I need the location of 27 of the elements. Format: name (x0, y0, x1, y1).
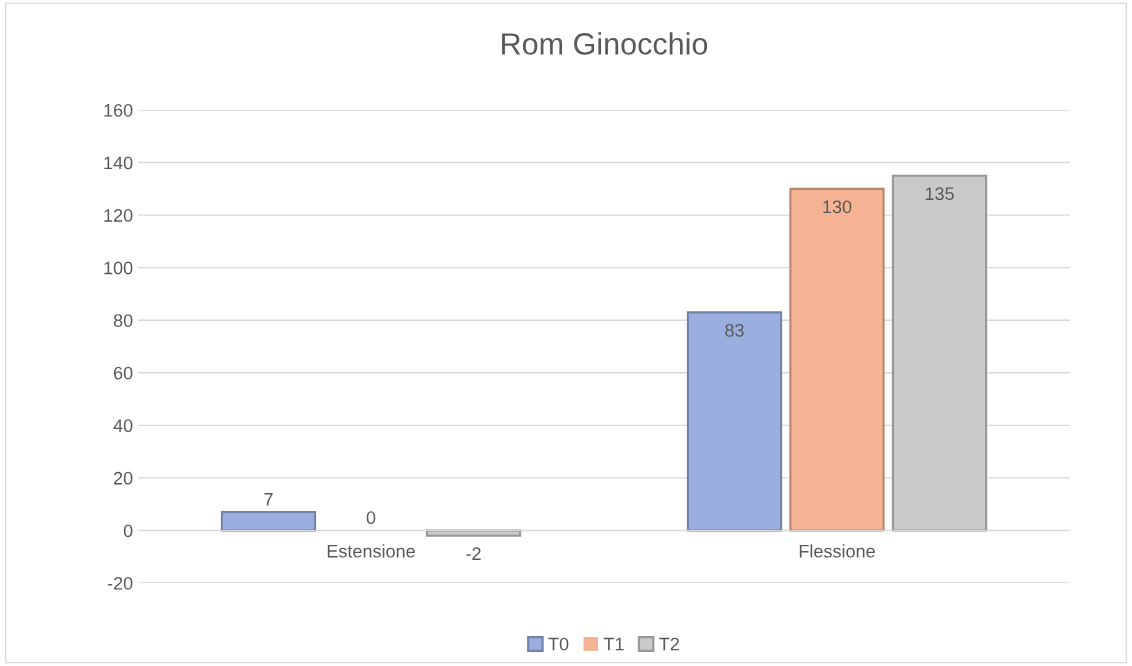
data-label: 83 (725, 323, 744, 337)
y-tick-label: 160 (104, 103, 133, 117)
y-tick-label: 100 (104, 261, 133, 275)
chart-title: Rom Ginocchio (502, 32, 708, 55)
bar (686, 311, 783, 532)
data-label: 7 (264, 493, 273, 506)
y-tick-label: 80 (113, 314, 133, 327)
y-tick-label: 20 (113, 471, 133, 485)
x-tick-label: Flessione (799, 544, 875, 558)
bar (220, 511, 317, 532)
legend-label: T0 (548, 637, 569, 651)
data-label: 0 (366, 511, 376, 525)
legend-label: T1 (603, 637, 624, 651)
y-tick-label: 120 (104, 209, 133, 222)
y-tick-label: 40 (113, 419, 133, 433)
data-label: -2 (466, 547, 481, 560)
legend-label: T2 (659, 637, 679, 651)
y-tick-label: -20 (107, 576, 133, 590)
data-label: 130 (823, 200, 852, 214)
bar (425, 529, 522, 537)
bar (891, 174, 988, 532)
x-tick-label: Estensione (327, 544, 415, 558)
y-tick-label: 60 (113, 366, 133, 380)
y-tick-label: 0 (123, 524, 133, 538)
y-tick-label: 140 (104, 156, 133, 170)
bar (789, 187, 885, 532)
data-label: 135 (925, 187, 954, 201)
